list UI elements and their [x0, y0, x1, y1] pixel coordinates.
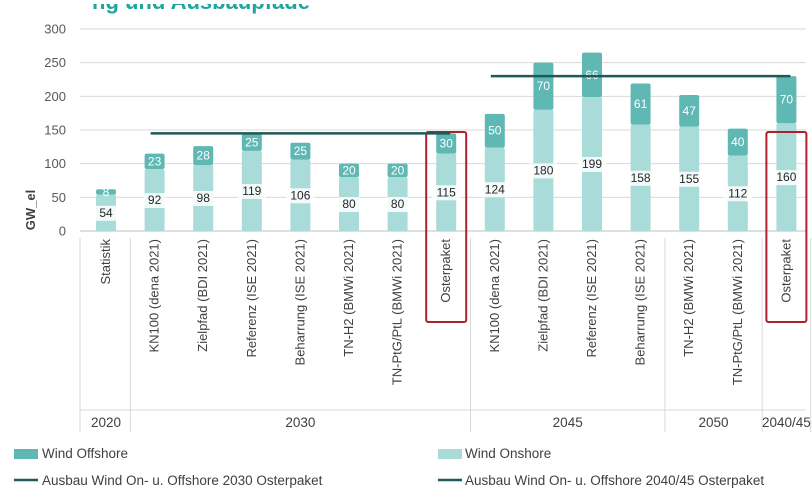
y-tick-label-100: 100: [44, 156, 66, 171]
onshore-value-label-4: 106: [290, 188, 310, 202]
group-label-2: 2045: [553, 415, 583, 430]
y-tick-label-200: 200: [44, 89, 66, 104]
onshore-label-bg-9: [529, 163, 558, 179]
onshore-value-label-2: 98: [197, 191, 211, 205]
onshore-label-bg-13: [723, 186, 753, 202]
bar-offshore-11: [630, 83, 651, 125]
onshore-label-bg-7: [431, 185, 461, 201]
bar-offshore-1: [144, 153, 165, 170]
group-label-0: 2020: [91, 415, 121, 430]
offshore-value-label-12: 47: [683, 104, 697, 118]
category-label-7: Osterpaket: [438, 239, 453, 303]
bar-offshore-9: [533, 62, 554, 110]
onshore-label-bg-6: [387, 197, 409, 213]
offshore-value-label-10: 66: [585, 68, 599, 82]
onshore-value-label-12: 155: [679, 172, 699, 186]
legend-label-line-2030: Ausbau Wind On- u. Offshore 2030 Osterpa…: [42, 473, 323, 488]
bar-offshore-10: [582, 52, 602, 98]
category-label-9: Zielpfad (BDI 2021): [535, 239, 550, 352]
onshore-label-bg-3: [237, 183, 267, 199]
offshore-value-label-5: 20: [342, 163, 356, 177]
onshore-value-label-0: 54: [99, 206, 113, 220]
onshore-value-label-8: 124: [485, 182, 505, 196]
offshore-value-label-7: 30: [440, 136, 454, 150]
category-label-10: Referenz (ISE 2021): [584, 239, 599, 358]
bar-offshore-7: [436, 133, 457, 154]
onshore-label-bg-0: [95, 205, 117, 221]
offshore-value-label-3: 25: [245, 135, 259, 149]
highlight-box-7: [425, 131, 468, 323]
onshore-value-label-3: 119: [242, 184, 261, 198]
y-tick-label-300: 300: [44, 22, 66, 37]
bar-offshore-5: [339, 163, 359, 178]
bar-offshore-13: [727, 128, 748, 156]
category-label-12: TN-H2 (BMWi 2021): [681, 239, 696, 357]
offshore-value-label-13: 40: [731, 135, 745, 149]
highlight-box-14: [765, 131, 808, 323]
bar-offshore-6: [387, 163, 408, 178]
offshore-value-label-8: 50: [488, 124, 502, 138]
y-axis-title: GW_el: [23, 190, 38, 230]
onshore-label-bg-8: [480, 182, 510, 198]
offshore-value-label-4: 25: [294, 144, 308, 158]
category-label-2: Zielpfad (BDI 2021): [195, 239, 210, 352]
group-label-3: 2050: [698, 415, 728, 430]
onshore-value-label-5: 80: [342, 197, 356, 211]
onshore-value-label-14: 160: [776, 170, 796, 184]
category-label-13: TN-PtG/PtL (BMWi 2021): [730, 239, 745, 385]
y-tick-label-250: 250: [44, 55, 66, 70]
category-label-4: Beharrung (ISE 2021): [292, 239, 307, 365]
category-label-6: TN-PtG/PtL (BMWi 2021): [390, 239, 405, 385]
onshore-label-bg-4: [286, 188, 315, 204]
onshore-label-bg-10: [577, 157, 607, 173]
onshore-label-bg-5: [338, 197, 360, 213]
legend-swatch-onshore: [438, 449, 462, 459]
category-label-8: KN100 (dena 2021): [487, 239, 502, 352]
category-label-5: TN-H2 (BMWi 2021): [341, 239, 356, 357]
legend-swatch-offshore: [14, 449, 38, 459]
category-label-1: KN100 (dena 2021): [147, 239, 162, 352]
onshore-value-label-9: 180: [533, 163, 553, 177]
y-tick-label-50: 50: [52, 190, 66, 205]
y-tick-label-0: 0: [59, 224, 66, 239]
offshore-value-label-11: 61: [634, 97, 648, 111]
offshore-value-label-2: 28: [197, 149, 211, 163]
onshore-value-label-1: 92: [148, 193, 162, 207]
bar-offshore-12: [679, 94, 700, 127]
onshore-value-label-13: 112: [728, 186, 747, 200]
offshore-value-label-1: 23: [148, 154, 162, 168]
offshore-value-label-14: 70: [780, 93, 794, 107]
group-label-1: 2030: [285, 415, 315, 430]
bar-offshore-8: [484, 113, 505, 148]
category-label-0: Statistik: [98, 239, 113, 285]
legend-label-offshore: Wind Offshore: [42, 446, 128, 461]
y-tick-label-150: 150: [44, 123, 66, 138]
onshore-label-bg-1: [144, 193, 166, 209]
offshore-value-label-0: 8: [103, 185, 110, 199]
bar-offshore-3: [241, 134, 262, 151]
onshore-value-label-7: 115: [437, 185, 456, 199]
legend-label-onshore: Wind Onshore: [465, 446, 551, 461]
onshore-label-bg-2: [192, 191, 214, 207]
category-label-3: Referenz (ISE 2021): [244, 239, 259, 358]
category-label-11: Beharrung (ISE 2021): [633, 239, 648, 365]
title-crop-band: [0, 0, 812, 4]
onshore-label-bg-11: [626, 170, 655, 186]
onshore-value-label-10: 199: [582, 157, 602, 171]
bar-offshore-14: [776, 76, 797, 124]
bar-offshore-2: [193, 146, 214, 166]
offshore-value-label-9: 70: [537, 79, 551, 93]
legend-label-line-2045: Ausbau Wind On- u. Offshore 2040/45 Oste…: [465, 473, 764, 488]
onshore-value-label-6: 80: [391, 197, 405, 211]
onshore-label-bg-14: [772, 170, 801, 186]
offshore-value-label-6: 20: [391, 163, 405, 177]
bar-offshore-0: [96, 189, 116, 195]
group-label-4: 2040/45: [762, 415, 811, 430]
category-label-14: Osterpaket: [778, 239, 793, 303]
onshore-label-bg-12: [674, 171, 704, 187]
bar-offshore-4: [290, 142, 311, 160]
onshore-value-label-11: 158: [631, 171, 651, 185]
